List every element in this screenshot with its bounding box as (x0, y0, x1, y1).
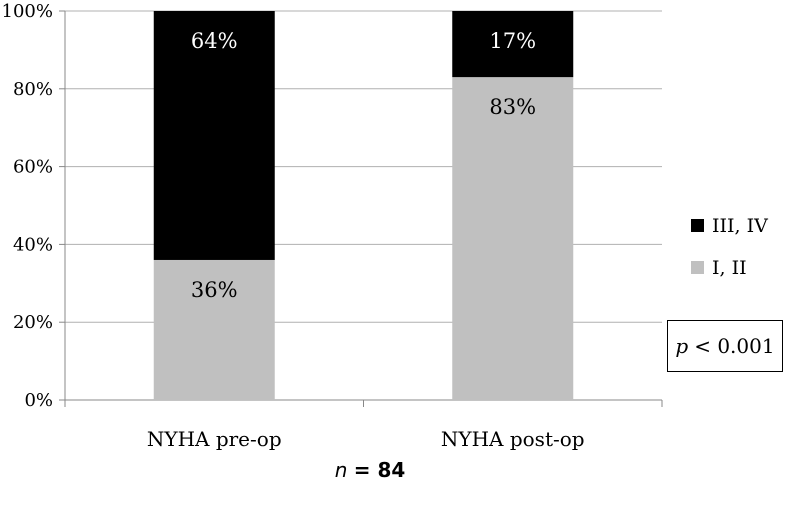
data-label: 83% (489, 95, 536, 119)
y-tick-label: 20% (13, 312, 53, 333)
sample-size: n = 84 (0, 458, 740, 482)
data-label: 64% (191, 29, 238, 53)
x-category-label: NYHA pre-op (147, 427, 282, 451)
data-label: 17% (489, 29, 536, 53)
legend-label: III, IV (712, 215, 768, 237)
y-tick-label: 80% (13, 79, 53, 100)
y-tick-label: 100% (2, 1, 53, 22)
y-tick-label: 60% (13, 157, 53, 178)
x-category-label: NYHA post-op (441, 427, 585, 451)
bar-class-i-ii (452, 77, 574, 400)
legend-swatch (691, 261, 704, 274)
legend-swatch (691, 219, 704, 232)
bar-class-iii-iv (452, 11, 574, 78)
data-label: 36% (191, 278, 238, 302)
y-tick-label: 0% (24, 390, 53, 411)
p-value-box: p < 0.001 (667, 320, 783, 372)
n-value: = 84 (353, 458, 406, 482)
n-symbol: n (334, 458, 348, 482)
p-symbol: p (675, 334, 689, 358)
bar-class-i-ii (153, 259, 275, 400)
legend-label: I, II (712, 257, 747, 279)
bar-class-iii-iv (153, 11, 275, 260)
p-value-text: < 0.001 (694, 334, 775, 358)
y-tick-label: 40% (13, 234, 53, 255)
